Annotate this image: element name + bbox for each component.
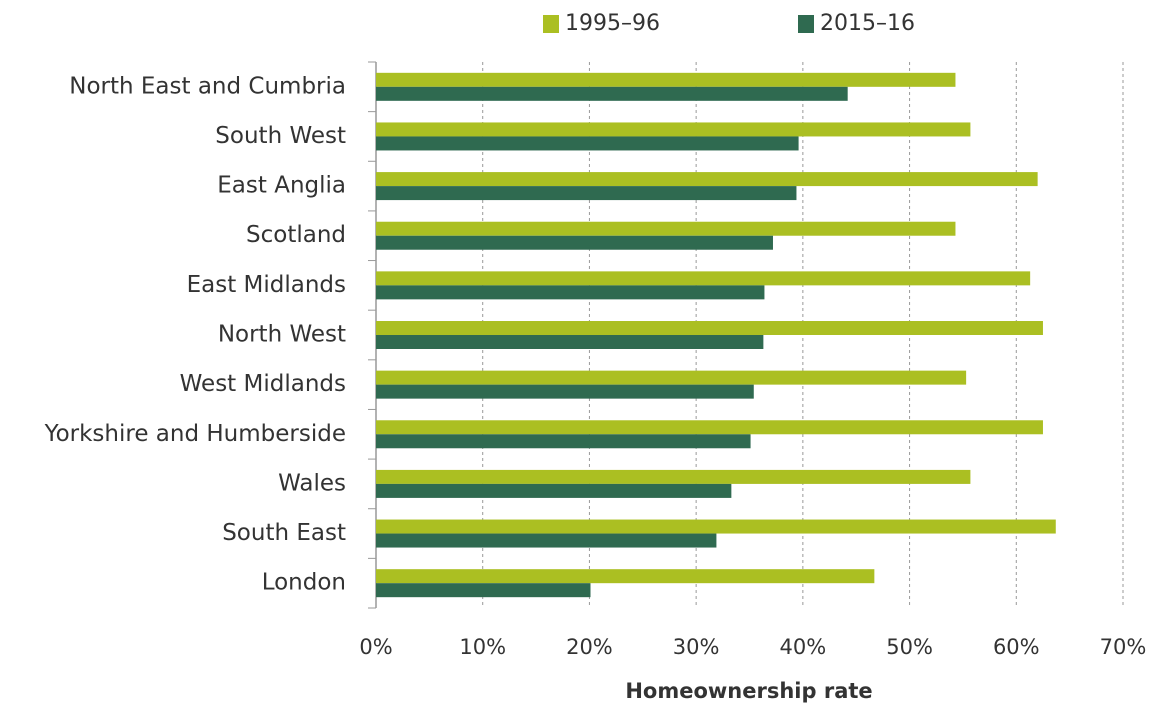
x-tick-label: 50% [886,635,933,659]
x-tick-label: 70% [1100,635,1147,659]
legend-swatch [543,15,559,33]
x-tick-label: 40% [780,635,827,659]
y-tick-label: East Anglia [217,173,346,199]
bar [376,72,956,87]
x-tick-label: 0% [359,635,392,659]
bar [376,186,797,201]
bar [376,136,799,151]
x-tick-label: 20% [566,635,613,659]
y-tick-label: North West [218,322,346,348]
legend-label: 1995–96 [565,11,660,36]
x-axis-title: Homeownership rate [625,679,872,703]
bar [376,335,764,349]
bar [376,533,717,548]
y-tick-label: Scotland [246,222,346,248]
x-tick-label: 10% [459,635,506,659]
y-tick-label: East Midlands [187,272,346,298]
y-tick-label: Yorkshire and Humberside [44,421,346,447]
legend-label: 2015–16 [820,11,915,36]
y-tick-label: North East and Cumbria [69,73,346,99]
bar [376,221,956,236]
bar [376,434,751,449]
x-tick-label: 60% [993,635,1040,659]
bar [376,271,1031,286]
bar [376,235,773,250]
y-tick-label: South East [222,520,346,546]
bar [376,285,765,300]
y-tick-label: London [262,570,346,596]
bar [376,86,848,101]
bar [376,469,971,484]
y-tick-label: West Midlands [180,371,346,397]
bar [376,172,1038,187]
bar [376,569,875,584]
bar [376,122,971,137]
bar [376,370,967,385]
legend-swatch [798,15,814,33]
bar [376,420,1043,435]
bar [376,583,591,598]
bar [376,483,732,498]
bar [376,519,1056,534]
y-tick-label: Wales [278,470,346,496]
x-tick-label: 30% [673,635,720,659]
bar [376,384,754,399]
y-tick-label: South West [215,123,346,149]
bar [376,321,1043,335]
